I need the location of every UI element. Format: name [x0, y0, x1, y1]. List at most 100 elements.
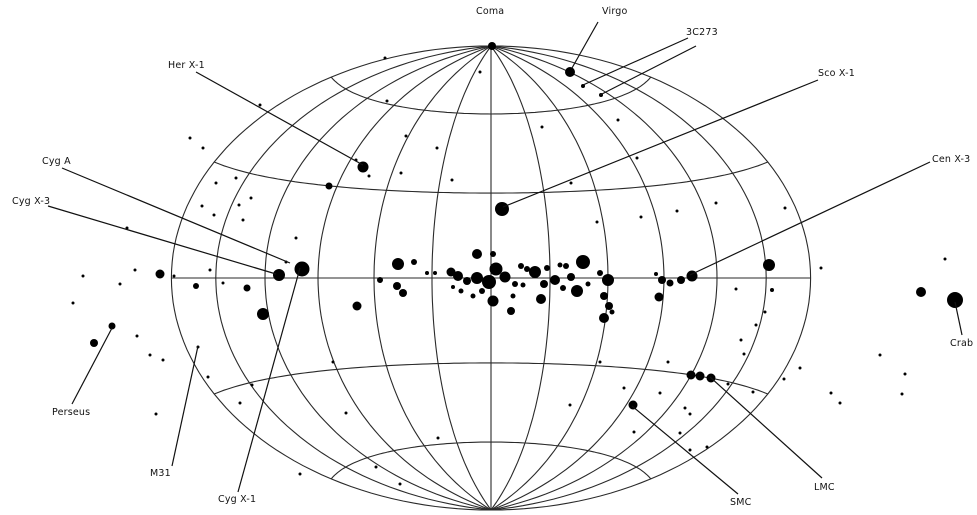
- source-dot: [654, 272, 658, 276]
- source-dot: [250, 383, 254, 387]
- source-dot: [344, 411, 348, 415]
- label-3c273: 3C273: [686, 27, 718, 38]
- source-dot: [399, 171, 403, 175]
- source-dot: [482, 275, 496, 289]
- source-dot: [563, 263, 569, 269]
- source-dot: [616, 118, 620, 122]
- source-dot: [214, 181, 218, 185]
- source-dot: [81, 274, 85, 278]
- source-dot: [705, 445, 709, 449]
- leader-smc: [631, 405, 739, 495]
- x-ray-sources: [71, 42, 963, 486]
- source-dot: [425, 271, 429, 275]
- source-dot: [154, 412, 158, 416]
- source-dot: [392, 258, 404, 270]
- source-dot: [188, 136, 192, 140]
- label-coma: Coma: [476, 6, 504, 17]
- leader-3c273-b: [599, 45, 697, 96]
- source-dot: [446, 267, 456, 277]
- source-dot: [472, 249, 482, 259]
- source-dot: [374, 465, 378, 469]
- source-dot: [798, 366, 802, 370]
- source-dot: [544, 265, 550, 271]
- source-dot: [258, 103, 262, 107]
- source-dot: [243, 284, 251, 292]
- source-dot: [249, 196, 253, 200]
- source-dot: [688, 412, 692, 416]
- leader-perseus: [71, 327, 113, 405]
- source-dot: [193, 283, 199, 289]
- source-dot: [489, 262, 503, 276]
- source-dot: [234, 176, 238, 180]
- leader-cygx1: [237, 267, 301, 493]
- source-dot: [201, 146, 205, 150]
- source-dot: [458, 288, 464, 294]
- source-dot: [398, 482, 402, 486]
- source-dot: [598, 360, 602, 364]
- source-dot: [512, 281, 518, 287]
- source-dot: [520, 282, 526, 288]
- source-dot: [567, 273, 575, 281]
- source-dot: [739, 338, 743, 342]
- leader-scox1: [502, 79, 819, 208]
- source-dot: [878, 353, 882, 357]
- source-dot: [499, 271, 511, 283]
- source-dot: [838, 401, 842, 405]
- source-dot: [118, 282, 122, 286]
- source-dot: [212, 213, 216, 217]
- source-dot: [632, 430, 636, 434]
- source-dot: [540, 280, 548, 288]
- source-dot: [605, 302, 613, 310]
- source-dot: [751, 390, 755, 394]
- source-dot: [524, 266, 530, 272]
- label-cyga: Cyg A: [42, 156, 71, 167]
- source-dot: [695, 371, 705, 381]
- source-dot: [571, 285, 583, 297]
- leader-cygx3: [47, 205, 277, 275]
- label-cenx3: Cen X-3: [932, 154, 970, 165]
- source-dot: [585, 281, 591, 287]
- source-dot: [754, 323, 758, 327]
- label-cygx1: Cyg X-1: [218, 494, 256, 505]
- leader-crab: [954, 301, 963, 336]
- source-dot: [510, 293, 516, 299]
- source-dot: [450, 178, 454, 182]
- label-herx1: Her X-1: [168, 60, 205, 71]
- source-dot: [569, 181, 573, 185]
- source-dot: [666, 360, 670, 364]
- parallel-line: [330, 76, 652, 115]
- source-dot: [903, 372, 907, 376]
- source-dot: [294, 236, 298, 240]
- source-dot: [683, 406, 687, 410]
- label-m31: M31: [150, 468, 171, 479]
- source-dot: [658, 276, 666, 284]
- source-dot: [900, 392, 904, 396]
- source-dot: [654, 292, 664, 302]
- source-dot: [770, 288, 774, 292]
- source-dot: [639, 215, 643, 219]
- source-dot: [148, 353, 152, 357]
- source-dot: [943, 257, 947, 261]
- source-dot: [688, 448, 692, 452]
- source-dot: [829, 391, 833, 395]
- source-dot: [463, 277, 471, 285]
- source-dot: [238, 401, 242, 405]
- source-dot: [628, 400, 638, 410]
- source-dot: [726, 382, 730, 386]
- source-dot: [241, 218, 245, 222]
- source-dot: [540, 125, 544, 129]
- source-dot: [436, 436, 440, 440]
- source-dot: [763, 310, 767, 314]
- source-dot: [557, 262, 563, 268]
- source-dot: [433, 271, 437, 275]
- source-dot: [763, 259, 775, 271]
- source-dot: [367, 174, 371, 178]
- source-dot: [568, 403, 572, 407]
- label-crab: Crab: [950, 338, 973, 349]
- label-cygx3: Cyg X-3: [12, 196, 50, 207]
- source-dot: [819, 266, 823, 270]
- source-dot: [742, 352, 746, 356]
- source-dot: [393, 282, 401, 290]
- source-dot: [536, 294, 546, 304]
- source-dot: [294, 261, 310, 277]
